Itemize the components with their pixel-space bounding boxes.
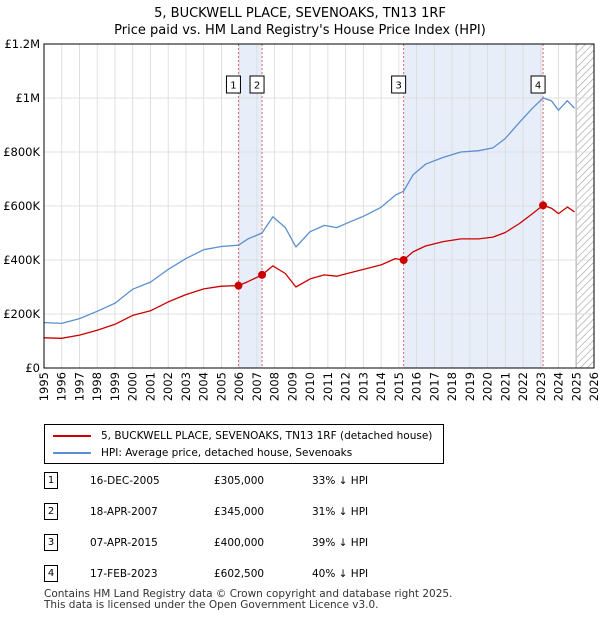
table-row: 2 18-APR-2007 £345,000 31% ↓ HPI <box>0 503 600 523</box>
x-tick-label: 2026 <box>587 372 600 401</box>
x-tick-label: 2003 <box>179 372 193 401</box>
x-tick-label: 2020 <box>481 372 495 401</box>
x-tick-label: 2006 <box>232 372 246 401</box>
sale-label-box <box>225 75 241 94</box>
x-tick-label: 2016 <box>410 372 424 401</box>
y-tick-label: £600K <box>3 199 40 213</box>
sale-point <box>258 270 267 279</box>
sale-label-box <box>391 75 407 94</box>
footer: Contains HM Land Registry data © Crown c… <box>44 589 452 611</box>
sale-point <box>234 281 243 290</box>
footer-licence: This data is licensed under the Open Gov… <box>44 599 379 611</box>
sale-number-badge: 1 <box>44 472 58 489</box>
legend-swatch-price <box>53 435 91 437</box>
x-tick-label: 2023 <box>534 372 548 401</box>
x-tick-label: 2010 <box>303 372 317 401</box>
legend-swatch-hpi <box>53 452 91 454</box>
sale-date: 07-APR-2015 <box>90 537 158 549</box>
x-tick-label: 2012 <box>339 372 353 401</box>
sale-hpi-diff: 33% ↓ HPI <box>312 475 369 487</box>
y-tick-label: £800K <box>3 145 40 159</box>
x-tick-label: 1998 <box>90 372 104 401</box>
x-tick-label: 2001 <box>143 372 157 401</box>
sale-label: 4 <box>535 81 541 92</box>
sale-point <box>399 256 408 264</box>
chart-subtitle: Price paid vs. HM Land Registry's House … <box>114 23 486 38</box>
legend-item-price: 5, BUCKWELL PLACE, SEVENOAKS, TN13 1RF (… <box>53 428 432 444</box>
sale-date: 16-DEC-2005 <box>90 475 160 487</box>
x-tick-label: 2004 <box>197 372 211 401</box>
table-row: 1 16-DEC-2005 £305,000 33% ↓ HPI <box>0 472 600 492</box>
sale-number-badge: 3 <box>44 534 58 551</box>
sale-number-badge: 2 <box>44 503 58 520</box>
y-tick-label: £1M <box>15 91 40 105</box>
sale-label: 1 <box>230 81 236 92</box>
legend-label-price: 5, BUCKWELL PLACE, SEVENOAKS, TN13 1RF (… <box>101 430 433 442</box>
x-tick-label: 1995 <box>37 372 51 401</box>
x-tick-label: 1999 <box>108 372 122 401</box>
x-tick-label: 2025 <box>569 372 583 401</box>
sale-hpi-diff: 31% ↓ HPI <box>312 506 369 518</box>
x-tick-label: 1996 <box>55 372 69 401</box>
legend-label-hpi: HPI: Average price, detached house, Seve… <box>101 447 353 459</box>
x-tick-label: 1997 <box>72 372 86 401</box>
sale-price: £602,500 <box>214 568 265 580</box>
sale-price: £305,000 <box>214 475 265 487</box>
x-tick-label: 2011 <box>321 372 335 401</box>
sale-price: £400,000 <box>214 537 265 549</box>
x-tick-label: 2008 <box>268 372 282 401</box>
x-tick-label: 2014 <box>374 372 388 401</box>
x-tick-label: 2021 <box>498 372 512 401</box>
x-tick-label: 2009 <box>285 372 299 401</box>
legend: 5, BUCKWELL PLACE, SEVENOAKS, TN13 1RF (… <box>44 424 444 464</box>
x-tick-label: 2022 <box>516 372 530 401</box>
y-tick-label: £200K <box>3 307 40 321</box>
y-tick-label: £400K <box>3 253 40 267</box>
x-tick-label: 2015 <box>392 372 406 401</box>
x-tick-label: 2007 <box>250 372 264 401</box>
x-tick-label: 2002 <box>161 372 175 401</box>
sale-number-badge: 4 <box>44 565 58 582</box>
x-tick-label: 2000 <box>126 372 140 401</box>
x-tick-label: 2018 <box>445 372 459 401</box>
legend-item-hpi: HPI: Average price, detached house, Seve… <box>53 445 352 461</box>
sale-hpi-diff: 39% ↓ HPI <box>312 537 369 549</box>
table-row: 3 07-APR-2015 £400,000 39% ↓ HPI <box>0 534 600 554</box>
y-tick-label: £0 <box>25 361 40 375</box>
sale-label: 3 <box>395 81 401 92</box>
price-chart: 1 2 3 4 £0 £200K £400K £600K £800K £1M £1.2M 1995 19… <box>3 37 600 401</box>
sale-label-box <box>530 75 546 94</box>
x-tick-label: 2024 <box>552 372 566 401</box>
sale-date: 18-APR-2007 <box>90 506 158 518</box>
y-tick-label: £1.2M <box>4 37 40 51</box>
plot-border <box>43 43 595 369</box>
price-paid-line <box>43 204 575 339</box>
sale-price: £345,000 <box>214 506 265 518</box>
sale-label: 2 <box>254 81 260 92</box>
sale-date: 17-FEB-2023 <box>90 568 158 580</box>
chart-title-address: 5, BUCKWELL PLACE, SEVENOAKS, TN13 1RF <box>154 6 446 21</box>
x-tick-label: 2019 <box>463 372 477 401</box>
x-tick-label: 2013 <box>356 372 370 401</box>
hpi-line <box>43 97 575 325</box>
x-tick-label: 2017 <box>427 372 441 401</box>
sale-point <box>539 201 548 210</box>
table-row: 4 17-FEB-2023 £602,500 40% ↓ HPI <box>0 565 600 585</box>
sale-label-box <box>249 75 265 94</box>
sale-hpi-diff: 40% ↓ HPI <box>312 568 369 580</box>
footer-copyright: Contains HM Land Registry data © Crown c… <box>44 588 453 600</box>
x-tick-label: 2005 <box>214 372 228 401</box>
